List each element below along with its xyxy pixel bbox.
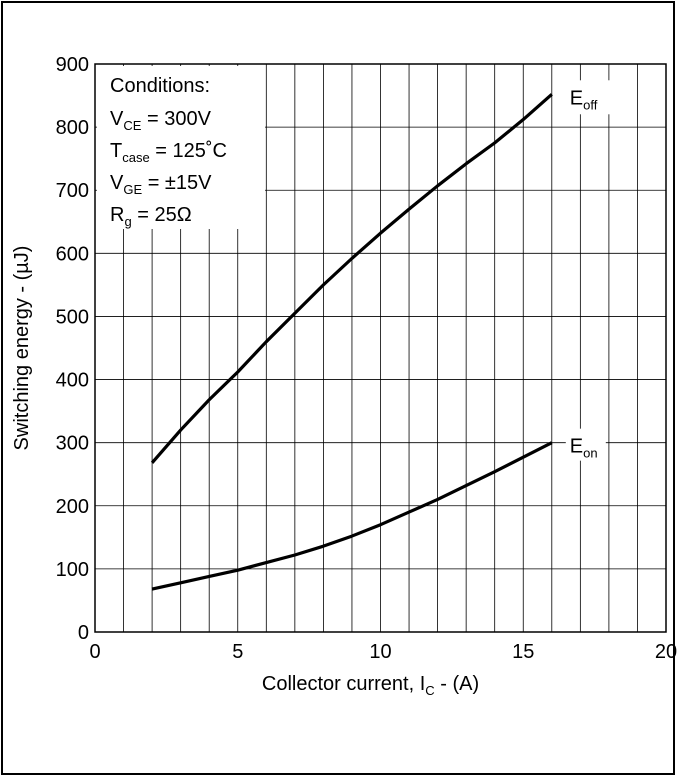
x-tick-label: 5 [232,641,243,663]
y-tick-label: 200 [56,496,89,518]
conditions-background [97,66,265,229]
y-tick-label: 100 [56,559,89,581]
series-line-eon [151,441,553,591]
y-axis-ticks: 0 100 200 300 400 500 600 700 800 900 [56,54,89,644]
series-label-eon: Eon [570,436,598,461]
y-tick-label: 800 [56,117,89,139]
x-tick-label: 20 [655,641,677,663]
condition-rg: Rg = 25Ω [110,204,192,229]
series-label-eoff: Eoff [570,87,598,112]
series-label-eon-group: Eon [565,428,606,461]
y-axis-title: Switching energy - (µJ) [11,246,33,451]
y-tick-label: 400 [56,370,89,392]
x-axis-ticks: 0 5 10 15 20 [89,641,677,663]
x-tick-label: 15 [512,641,534,663]
y-tick-label: 0 [78,622,89,644]
y-tick-label: 300 [56,433,89,455]
series-line-eoff [150,93,553,464]
condition-vge: VGE = ±15V [110,172,212,197]
x-tick-label: 0 [89,641,100,663]
x-axis-title: Collector current, IC - (A) [262,673,479,698]
condition-tcase: Tcase = 125˚C [110,140,227,165]
conditions-title: Conditions: [110,75,210,97]
y-tick-label: 500 [56,306,89,328]
condition-vce: VCE = 300V [110,108,212,133]
conditions-annotation: Conditions: VCE = 300V Tcase = 125˚C VGE… [97,66,265,229]
series-label-eon-background [565,428,606,461]
grid [95,64,666,632]
series-label-eoff-group: Eoff [565,80,610,115]
y-tick-label: 700 [56,180,89,202]
x-tick-label: 10 [369,641,391,663]
y-tick-label: 900 [56,54,89,76]
series-label-eoff-background [565,80,610,115]
y-tick-label: 600 [56,243,89,265]
series [150,93,553,591]
plot-area [94,63,667,633]
